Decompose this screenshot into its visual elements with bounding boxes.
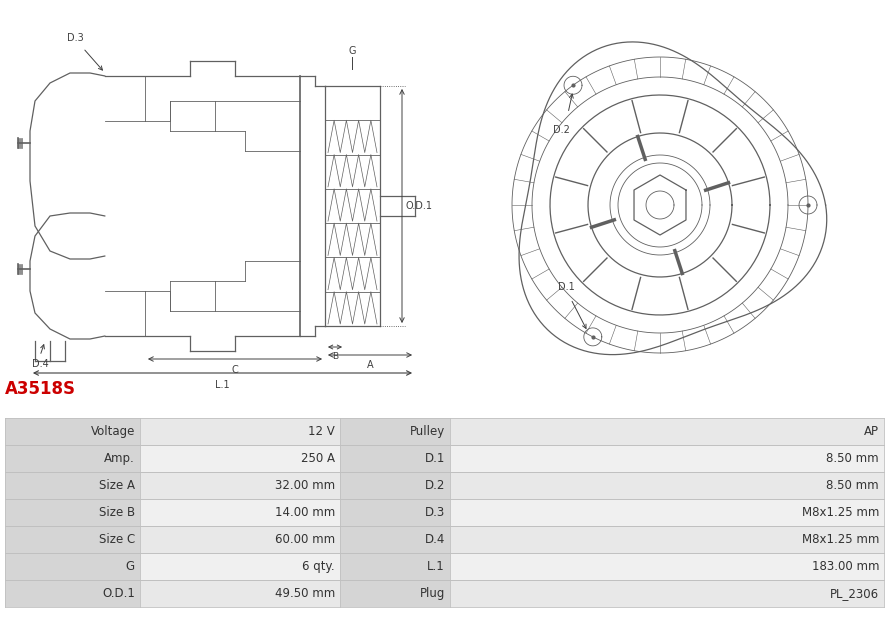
- Text: D.3: D.3: [67, 33, 84, 43]
- Bar: [340, 445, 450, 472]
- Bar: [450, 526, 884, 553]
- Text: A: A: [366, 360, 373, 370]
- Text: AP: AP: [864, 425, 879, 438]
- Bar: [450, 553, 884, 580]
- Text: M8x1.25 mm: M8x1.25 mm: [802, 533, 879, 546]
- Bar: [340, 499, 450, 526]
- Text: O.D.1: O.D.1: [406, 201, 433, 211]
- Bar: [450, 499, 884, 526]
- Text: D.1: D.1: [557, 282, 574, 292]
- Bar: [5, 553, 140, 580]
- Text: D.3: D.3: [425, 506, 445, 519]
- Bar: [5, 472, 140, 499]
- Text: D.1: D.1: [425, 452, 445, 465]
- Bar: [340, 580, 450, 607]
- Text: D.2: D.2: [553, 125, 570, 135]
- Text: 6 qty.: 6 qty.: [302, 560, 335, 573]
- Text: 8.50 mm: 8.50 mm: [827, 479, 879, 492]
- Bar: [340, 526, 450, 553]
- Text: 49.50 mm: 49.50 mm: [275, 587, 335, 600]
- Bar: [5, 499, 140, 526]
- Text: 8.50 mm: 8.50 mm: [827, 452, 879, 465]
- Bar: [450, 580, 884, 607]
- Bar: [450, 445, 884, 472]
- Bar: [5, 445, 140, 472]
- Bar: [340, 472, 450, 499]
- Bar: [140, 526, 340, 553]
- Text: 12 V: 12 V: [308, 425, 335, 438]
- Text: 32.00 mm: 32.00 mm: [275, 479, 335, 492]
- Text: 250 A: 250 A: [301, 452, 335, 465]
- Text: PL_2306: PL_2306: [829, 587, 879, 600]
- Text: G: G: [348, 46, 356, 56]
- Text: 183.00 mm: 183.00 mm: [812, 560, 879, 573]
- Bar: [140, 580, 340, 607]
- Text: L.1: L.1: [215, 380, 230, 390]
- Bar: [450, 418, 884, 445]
- Text: Plug: Plug: [420, 587, 445, 600]
- Text: Amp.: Amp.: [104, 452, 135, 465]
- Text: A3518S: A3518S: [5, 380, 76, 398]
- Bar: [340, 553, 450, 580]
- Text: D.4: D.4: [32, 359, 48, 369]
- Text: Size C: Size C: [99, 533, 135, 546]
- Text: D.4: D.4: [425, 533, 445, 546]
- Text: Size B: Size B: [99, 506, 135, 519]
- Bar: [140, 418, 340, 445]
- Text: M8x1.25 mm: M8x1.25 mm: [802, 506, 879, 519]
- Text: Voltage: Voltage: [91, 425, 135, 438]
- Text: Size A: Size A: [99, 479, 135, 492]
- Bar: [5, 580, 140, 607]
- Bar: [140, 472, 340, 499]
- Text: L.1: L.1: [428, 560, 445, 573]
- Bar: [140, 553, 340, 580]
- Text: O.D.1: O.D.1: [102, 587, 135, 600]
- Text: C: C: [232, 365, 238, 375]
- Bar: [140, 499, 340, 526]
- Bar: [5, 526, 140, 553]
- Text: D.2: D.2: [425, 479, 445, 492]
- Text: B: B: [332, 352, 338, 361]
- Text: Pulley: Pulley: [410, 425, 445, 438]
- Bar: [450, 472, 884, 499]
- Bar: [140, 445, 340, 472]
- Text: G: G: [126, 560, 135, 573]
- Text: 60.00 mm: 60.00 mm: [275, 533, 335, 546]
- Bar: [5, 418, 140, 445]
- Bar: [340, 418, 450, 445]
- Text: 14.00 mm: 14.00 mm: [275, 506, 335, 519]
